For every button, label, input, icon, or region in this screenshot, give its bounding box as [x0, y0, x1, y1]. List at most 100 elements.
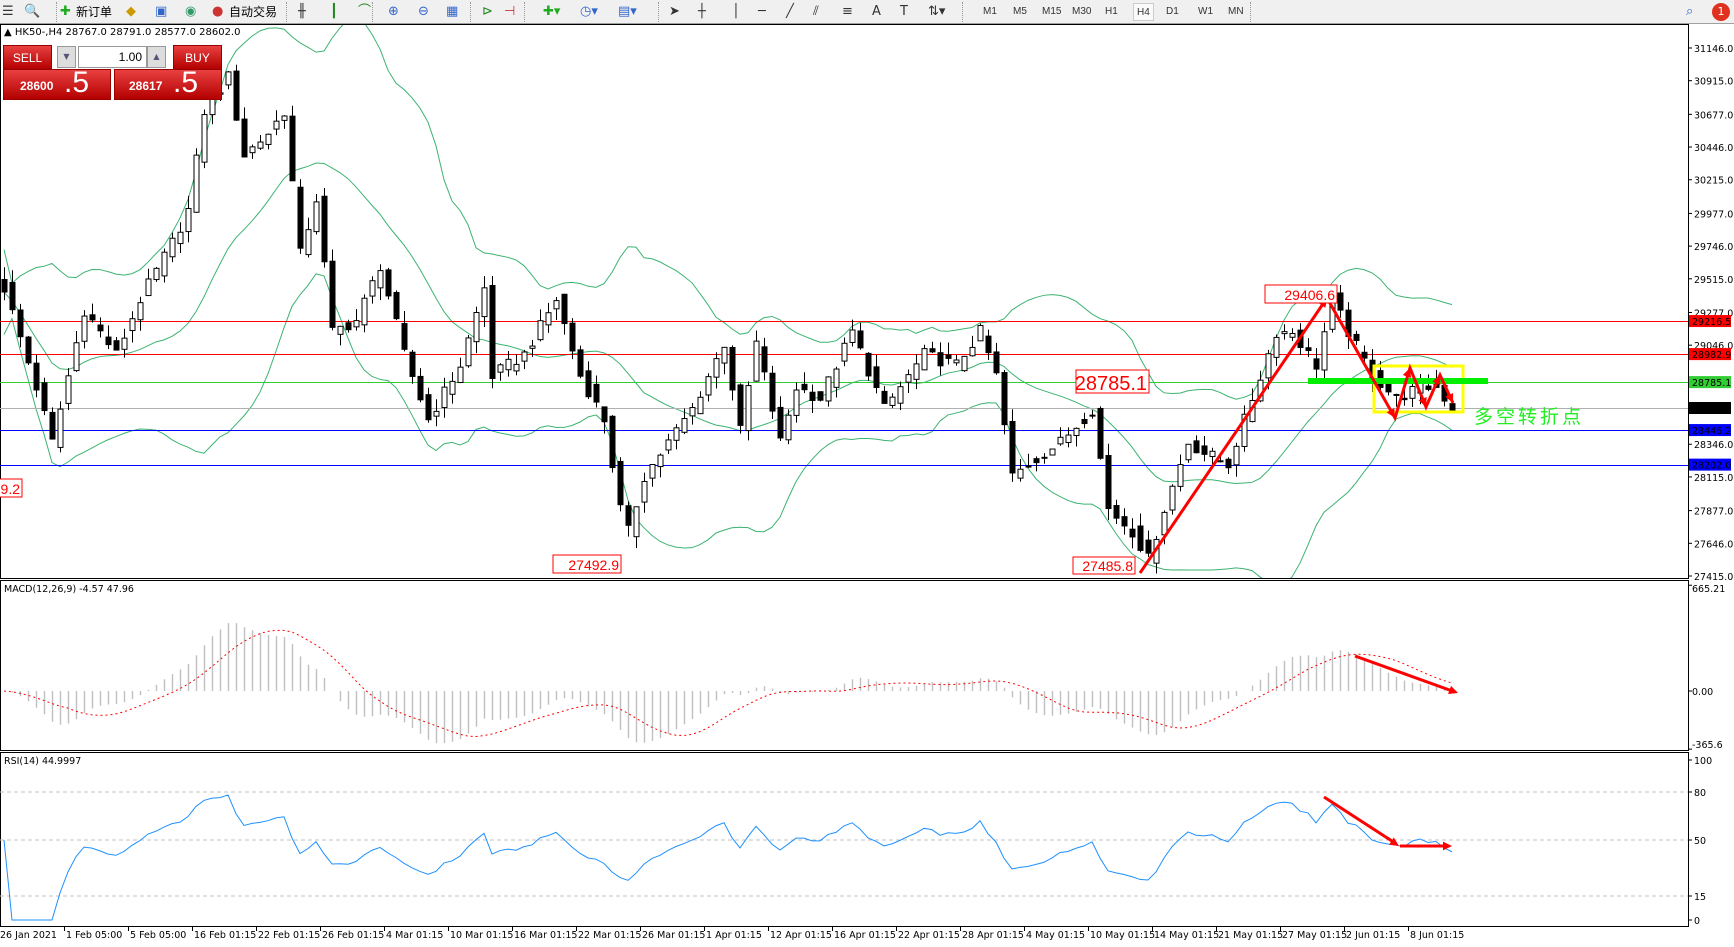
notification-badge[interactable]: 1 — [1712, 3, 1730, 21]
candle — [73, 330, 80, 372]
timeframe-w1[interactable]: W1 — [1198, 6, 1213, 17]
candle — [953, 354, 960, 366]
candle — [825, 376, 832, 407]
candle — [753, 330, 760, 382]
market-watch-icon[interactable]: ☰ — [2, 4, 14, 19]
price-line-tag-label: 28602.0 — [1692, 404, 1731, 415]
terminal-icon[interactable]: ▣ — [155, 4, 168, 19]
candle-body — [89, 314, 96, 321]
templates-icon[interactable]: ▤▾ — [618, 4, 637, 19]
zoom-in-icon[interactable]: ⊕ — [388, 4, 399, 19]
candle-body — [177, 231, 184, 245]
vertical-line-icon[interactable]: │ — [732, 4, 740, 19]
candle-body — [49, 411, 56, 440]
signals-icon[interactable]: ◉ — [185, 4, 197, 19]
new-order-icon[interactable]: ✚ — [60, 4, 71, 19]
horizontal-line-icon[interactable]: ─ — [758, 4, 766, 19]
candle-body — [1273, 336, 1280, 358]
autoscroll-icon[interactable]: ⊳ — [482, 4, 493, 19]
arrows-icon[interactable]: ⇅▾ — [928, 4, 946, 19]
candle-body — [1313, 358, 1320, 370]
crosshair-icon[interactable]: ┼ — [698, 4, 706, 19]
cursor-icon[interactable]: ➤ — [669, 4, 680, 19]
buy-button[interactable]: BUY — [173, 45, 222, 70]
candle — [489, 276, 496, 389]
candle — [409, 349, 416, 384]
main-plot — [0, 25, 1688, 578]
candle — [465, 335, 472, 368]
lot-increase-button[interactable]: ▲ — [147, 46, 166, 68]
macd-panel-frame — [0, 580, 1689, 751]
candle-body — [1225, 458, 1232, 469]
timeframe-m15[interactable]: M15 — [1042, 6, 1062, 17]
price-label-box — [1075, 369, 1150, 394]
candle — [1065, 427, 1072, 448]
indicators-icon[interactable]: ✚▾ — [543, 4, 561, 19]
candle-body — [657, 454, 664, 468]
candle — [529, 339, 536, 357]
price-label-box — [0, 478, 23, 498]
candle-body — [945, 354, 952, 359]
chart-symbol-ohlc: HK50-,H4 28767.0 28791.0 28577.0 28602.0 — [14, 27, 241, 38]
new-order-button[interactable]: 新订单 — [76, 5, 113, 19]
candle — [577, 345, 584, 379]
macd-signal-line — [3, 629, 1453, 738]
candle — [553, 297, 560, 320]
meta-editor-icon[interactable]: ◆ — [126, 4, 136, 19]
candle — [641, 472, 648, 513]
text-icon[interactable]: A — [872, 4, 881, 19]
candle — [681, 408, 688, 435]
channel-icon[interactable]: ⫽ — [813, 4, 819, 19]
sell-price[interactable]: 28600 .5 — [3, 67, 111, 100]
candle — [505, 351, 512, 377]
candle — [1041, 453, 1048, 464]
buy-price[interactable]: 28617 .5 — [114, 66, 222, 100]
sell-button[interactable]: SELL — [3, 45, 52, 70]
timeframe-m30[interactable]: M30 — [1072, 6, 1092, 17]
candle — [561, 293, 568, 335]
lot-decrease-button[interactable]: ▼ — [57, 46, 76, 68]
timeframe-h4[interactable]: H4 — [1133, 3, 1154, 21]
candle-body — [1361, 351, 1368, 359]
arrow-head — [1445, 393, 1454, 403]
candle-body — [817, 391, 824, 401]
lot-size-input[interactable]: 1.00 — [78, 46, 147, 68]
candle — [905, 369, 912, 394]
data-window-icon[interactable]: 🔍 — [24, 4, 41, 19]
rsi-arrow-head — [1389, 837, 1399, 846]
timeframe-h1[interactable]: H1 — [1105, 6, 1118, 17]
candle-body — [609, 415, 616, 469]
fibonacci-icon[interactable]: ≡ — [842, 4, 853, 19]
buy-price-frac: .5 — [173, 66, 199, 99]
candle — [665, 433, 672, 454]
timeframe-m5[interactable]: M5 — [1013, 6, 1027, 17]
search-icon[interactable]: ⌕ — [1686, 4, 1694, 19]
zoom-out-icon[interactable]: ⊖ — [418, 4, 429, 19]
bar-chart-icon[interactable]: ╫ — [298, 4, 306, 19]
tile-windows-icon[interactable]: ▦ — [446, 4, 459, 19]
candle — [1081, 412, 1088, 429]
timeframe-mn[interactable]: MN — [1228, 6, 1244, 17]
periods-icon[interactable]: ◷▾ — [580, 4, 598, 19]
candle — [1049, 448, 1056, 456]
timeframe-d1[interactable]: D1 — [1166, 6, 1179, 17]
line-chart-icon[interactable]: ⌒ — [358, 4, 372, 19]
text-label-icon[interactable]: T — [900, 4, 908, 19]
candle — [961, 355, 968, 372]
timeframe-m1[interactable]: M1 — [983, 6, 997, 17]
auto-trading-icon[interactable]: ● — [212, 4, 224, 19]
candle — [105, 325, 112, 350]
candle-body — [849, 329, 856, 343]
candle-body — [641, 480, 648, 503]
trendline-icon[interactable]: ╱ — [786, 4, 794, 19]
candle-body — [745, 385, 752, 432]
candle — [417, 368, 424, 403]
sell-price-main: 28600 — [20, 79, 54, 93]
chart-shift-icon[interactable]: ⊣ — [504, 4, 516, 19]
price-line-tag — [1689, 315, 1731, 328]
time-tick-label: 1 Feb 05:00 — [66, 930, 122, 941]
auto-trading-button[interactable]: 自动交易 — [229, 5, 278, 19]
price-tick-label: 27415.0 — [1694, 572, 1733, 583]
candlestick-icon[interactable]: ┃ — [330, 4, 338, 19]
